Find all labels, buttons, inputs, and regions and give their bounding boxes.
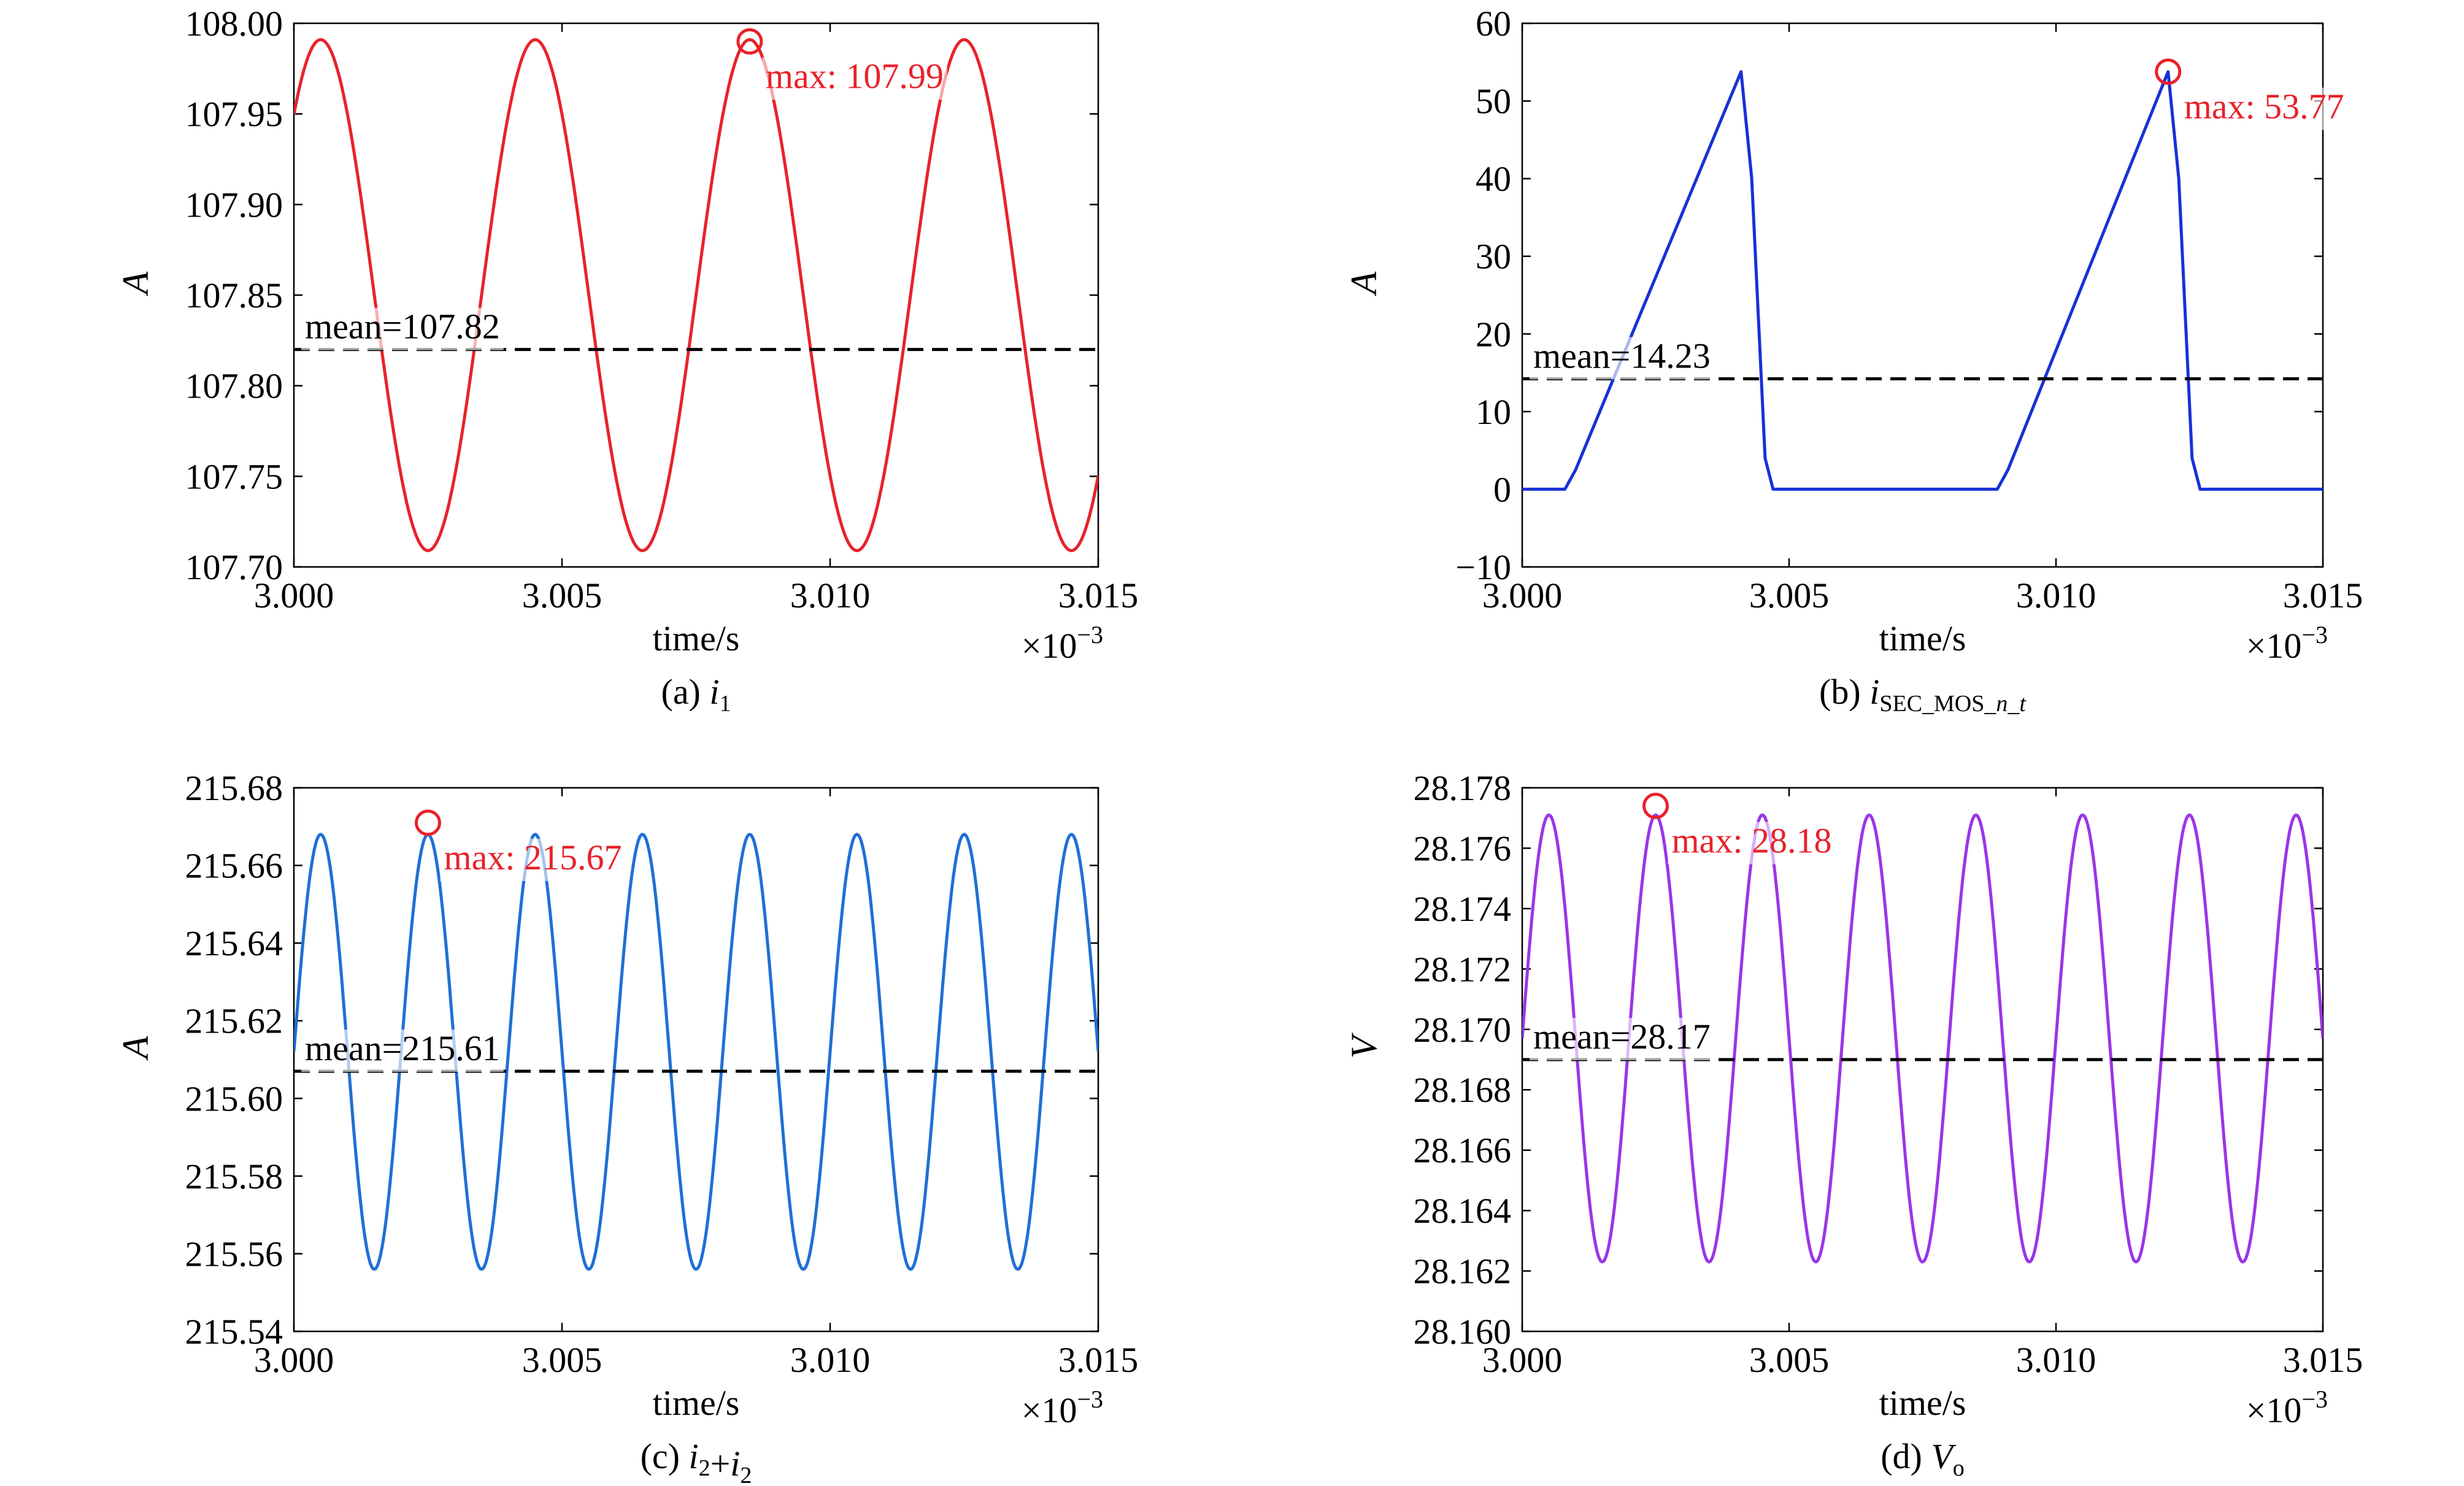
y-tick-label: 215.68 (185, 768, 283, 808)
x-tick-label: 3.015 (2283, 576, 2363, 615)
y-tick-label: 215.64 (185, 923, 283, 963)
x-tick-label: 3.015 (1058, 576, 1139, 615)
y-tick-label: 60 (1476, 4, 1511, 44)
axes-frame (293, 787, 1099, 1333)
x-axis-label: time/s (1879, 1383, 1966, 1423)
panel-caption: (c) i2+i2 (641, 1436, 752, 1486)
y-tick-label: 28.160 (1414, 1312, 1512, 1352)
max-marker (2155, 58, 2182, 85)
y-axis-label: V (1344, 1032, 1384, 1058)
x-axis-label: time/s (1879, 618, 1966, 658)
x-tick-label: 3.010 (2016, 576, 2096, 615)
series-line (294, 38, 1098, 552)
max-label-bg (761, 57, 947, 100)
axes-frame (1521, 22, 2324, 568)
x-axis-multiplier: ×10−3 (2246, 621, 2328, 666)
mean-label-bg (301, 307, 504, 350)
max-marker (736, 28, 763, 55)
y-axis-label: A (115, 1036, 156, 1061)
y-tick-label: 0 (1493, 469, 1511, 509)
x-tick-label: 3.000 (1482, 576, 1563, 615)
panel-caption: (d) Vo (1881, 1436, 1965, 1481)
mean-label: mean=28.17 (1533, 1017, 1711, 1057)
mean-label-bg (301, 1029, 504, 1072)
y-tick-label: 108.00 (185, 4, 283, 44)
max-label-bg (1668, 822, 1836, 864)
x-axis-multiplier: ×10−3 (1022, 621, 1103, 666)
y-tick-label: 107.75 (185, 456, 283, 496)
series-line (1522, 70, 2323, 491)
x-tick-label: 3.015 (1058, 1340, 1139, 1380)
y-tick-label: 107.90 (185, 185, 283, 225)
y-tick-label: 28.176 (1414, 828, 1512, 868)
y-tick-label: 40 (1476, 159, 1511, 199)
y-axis-label: A (1344, 271, 1384, 296)
y-tick-label: −10 (1455, 547, 1511, 587)
y-tick-label: 30 (1476, 237, 1511, 277)
x-axis-multiplier: ×10−3 (2246, 1385, 2328, 1430)
y-tick-label: 107.80 (185, 366, 283, 406)
y-tick-label: 107.70 (185, 547, 283, 587)
series-line (1522, 813, 2323, 1264)
x-tick-label: 3.010 (790, 576, 871, 615)
y-tick-label: 107.85 (185, 275, 283, 315)
y-tick-label: 215.58 (185, 1157, 283, 1196)
max-label-bg (440, 838, 626, 881)
y-tick-label: 28.164 (1414, 1191, 1512, 1231)
mean-label: mean=107.82 (305, 307, 500, 347)
max-label: max: 53.77 (2184, 87, 2344, 126)
y-tick-label: 28.174 (1414, 889, 1512, 929)
y-tick-label: 20 (1476, 314, 1511, 354)
x-tick-label: 3.010 (790, 1340, 871, 1380)
x-tick-label: 3.005 (522, 576, 603, 615)
y-tick-label: 28.168 (1414, 1070, 1512, 1110)
y-tick-label: 50 (1476, 82, 1511, 121)
y-tick-label: 10 (1476, 392, 1511, 432)
max-label-bg (2180, 87, 2348, 130)
x-axis-label: time/s (653, 1383, 740, 1423)
x-tick-label: 3.010 (2016, 1340, 2096, 1380)
max-marker (415, 809, 441, 836)
x-tick-label: 3.000 (254, 576, 334, 615)
x-tick-label: 3.000 (1482, 1340, 1563, 1380)
max-label: max: 107.99 (766, 56, 944, 96)
chart-panel-d: 3.000 3.005 3.010 3.015 28.160 28.162 28.164 28… (1344, 768, 2363, 1481)
max-marker (1642, 793, 1669, 820)
x-axis-label: time/s (653, 618, 740, 658)
mean-label: mean=14.23 (1533, 336, 1711, 375)
y-tick-label: 28.172 (1414, 949, 1512, 989)
chart-panel-c: 3.000 3.005 3.010 3.015 215.54 215.56 215.58 21… (115, 768, 1138, 1486)
mean-label: mean=215.61 (305, 1028, 500, 1068)
y-tick-label: 215.56 (185, 1234, 283, 1274)
mean-label-bg (1530, 337, 1714, 380)
y-tick-label: 28.178 (1414, 768, 1512, 808)
max-label: max: 215.67 (444, 837, 622, 877)
y-tick-label: 28.170 (1414, 1010, 1512, 1050)
panel-caption: (b) iSEC_MOS_n_t (1819, 672, 2027, 717)
y-tick-label: 107.95 (185, 94, 283, 134)
mean-label-bg (1530, 1018, 1714, 1060)
y-tick-label: 28.162 (1414, 1252, 1512, 1292)
y-tick-label: 28.166 (1414, 1131, 1512, 1171)
panel-caption: (a) i1 (661, 672, 731, 717)
x-tick-label: 3.005 (1749, 1340, 1830, 1380)
x-axis-multiplier: ×10−3 (1022, 1385, 1103, 1430)
chart-panel-b: 3.000 3.005 3.010 3.015 −10 0 10 20 30 40 50 60 time… (1344, 4, 2363, 717)
y-tick-label: 215.60 (185, 1079, 283, 1118)
y-tick-label: 215.54 (185, 1312, 283, 1352)
max-label: max: 28.18 (1672, 821, 1832, 861)
y-axis-label: A (115, 271, 156, 296)
x-tick-label: 3.005 (522, 1340, 603, 1380)
x-tick-label: 3.015 (2283, 1340, 2363, 1380)
y-tick-label: 215.66 (185, 846, 283, 886)
x-tick-label: 3.000 (254, 1340, 334, 1380)
x-tick-label: 3.005 (1749, 576, 1830, 615)
chart-panel-a: 3.000 3.005 3.010 3.015 107.70 107.75 107.80 10… (115, 4, 1138, 717)
y-tick-label: 215.62 (185, 1001, 283, 1041)
